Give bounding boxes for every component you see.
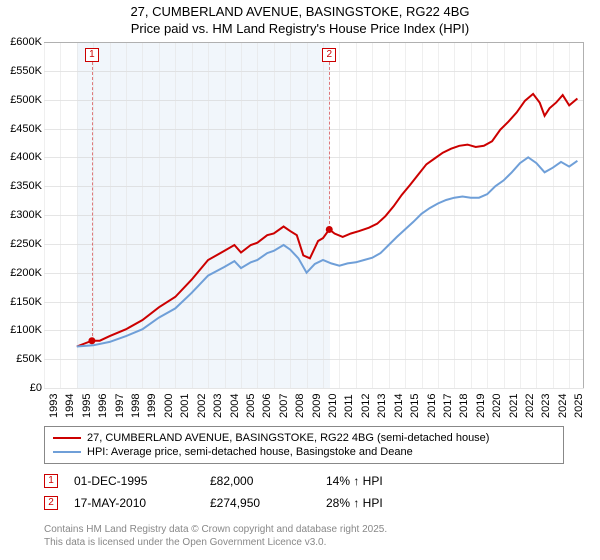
x-tick-label: 2020 [491,394,503,418]
y-tick-label: £0 [0,382,42,394]
sale-marker-box: 2 [322,48,336,62]
y-tick-label: £450K [0,123,42,135]
legend-swatch [53,451,81,453]
x-tick-label: 2006 [261,394,273,418]
x-tick-label: 2001 [179,394,191,418]
y-tick-label: £350K [0,180,42,192]
x-tick-label: 2007 [278,394,290,418]
y-tick-label: £200K [0,267,42,279]
x-tick-label: 2018 [458,394,470,418]
legend: 27, CUMBERLAND AVENUE, BASINGSTOKE, RG22… [44,426,564,464]
sale-marker-line [329,62,330,229]
footer-line: This data is licensed under the Open Gov… [44,537,564,550]
x-tick-label: 2024 [557,394,569,418]
x-tick-label: 2023 [540,394,552,418]
line-series [44,42,584,388]
sale-diff: 14% ↑ HPI [326,474,564,488]
sale-price: £274,950 [210,496,310,510]
x-tick-label: 2015 [409,394,421,418]
x-tick-label: 2004 [229,394,241,418]
chart-area: £0 £50K £100K £150K £200K £250K £300K £350K £400… [0,42,600,422]
x-tick-label: 2009 [311,394,323,418]
title-block: 27, CUMBERLAND AVENUE, BASINGSTOKE, RG22… [0,0,600,36]
sales-row: 1 01-DEC-1995 £82,000 14% ↑ HPI [44,470,564,492]
chart-container: 27, CUMBERLAND AVENUE, BASINGSTOKE, RG22… [0,0,600,560]
sale-badge: 1 [44,474,58,488]
sale-date: 17-MAY-2010 [74,496,194,510]
y-tick-label: £500K [0,94,42,106]
series-hpi [77,157,578,346]
x-tick-label: 2013 [376,394,388,418]
y-tick-label: £250K [0,238,42,250]
title-address: 27, CUMBERLAND AVENUE, BASINGSTOKE, RG22… [0,4,600,19]
x-tick-label: 1996 [97,394,109,418]
sale-badge: 2 [44,496,58,510]
footer-attribution: Contains HM Land Registry data © Crown c… [44,524,564,549]
series-price_paid [77,94,578,347]
x-tick-label: 2000 [163,394,175,418]
x-tick-label: 2003 [212,394,224,418]
x-tick-label: 2017 [442,394,454,418]
x-tick-label: 2002 [196,394,208,418]
legend-swatch [53,437,81,439]
y-tick-label: £550K [0,65,42,77]
x-tick-label: 2011 [343,394,355,418]
x-tick-label: 2025 [573,394,585,418]
legend-row: 27, CUMBERLAND AVENUE, BASINGSTOKE, RG22… [53,431,555,445]
x-tick-label: 1998 [130,394,142,418]
x-tick-label: 2012 [360,394,372,418]
x-tick-label: 1999 [146,394,158,418]
y-tick-label: £300K [0,209,42,221]
x-tick-label: 2016 [426,394,438,418]
x-tick-label: 2019 [475,394,487,418]
x-tick-label: 1995 [81,394,93,418]
y-tick-label: £100K [0,324,42,336]
legend-label: 27, CUMBERLAND AVENUE, BASINGSTOKE, RG22… [87,432,489,444]
x-tick-label: 2014 [393,394,405,418]
sale-marker-box: 1 [85,48,99,62]
legend-label: HPI: Average price, semi-detached house,… [87,446,413,458]
sale-date: 01-DEC-1995 [74,474,194,488]
plot-region: 12 [44,42,584,388]
footer-line: Contains HM Land Registry data © Crown c… [44,524,564,537]
title-subtitle: Price paid vs. HM Land Registry's House … [0,21,600,36]
sale-diff: 28% ↑ HPI [326,496,564,510]
y-tick-label: £600K [0,36,42,48]
legend-row: HPI: Average price, semi-detached house,… [53,445,555,459]
y-tick-label: £400K [0,151,42,163]
x-axis: 1993 1994 1995 1996 1997 1998 1999 2000 2001 2002… [44,388,584,422]
sales-table: 1 01-DEC-1995 £82,000 14% ↑ HPI 2 17-MAY… [44,470,564,514]
sale-marker-line [92,62,93,341]
x-tick-label: 1994 [64,394,76,418]
x-tick-label: 2022 [524,394,536,418]
x-tick-label: 2010 [327,394,339,418]
sale-price: £82,000 [210,474,310,488]
x-tick-label: 2008 [294,394,306,418]
y-tick-label: £50K [0,353,42,365]
x-tick-label: 2005 [245,394,257,418]
x-tick-label: 1993 [48,394,60,418]
x-tick-label: 2021 [508,394,520,418]
sales-row: 2 17-MAY-2010 £274,950 28% ↑ HPI [44,492,564,514]
y-tick-label: £150K [0,296,42,308]
x-tick-label: 1997 [114,394,126,418]
